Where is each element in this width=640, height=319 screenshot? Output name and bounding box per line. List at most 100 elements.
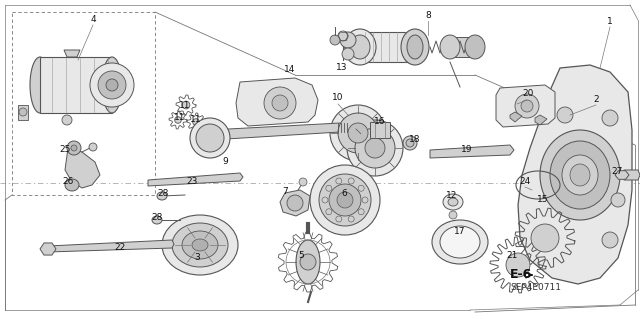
Text: 19: 19 [461, 145, 473, 154]
Ellipse shape [162, 215, 238, 275]
Ellipse shape [602, 232, 618, 248]
Ellipse shape [71, 145, 77, 151]
Ellipse shape [521, 100, 533, 112]
Ellipse shape [348, 123, 368, 143]
Ellipse shape [449, 211, 457, 219]
Polygon shape [40, 243, 56, 255]
Ellipse shape [67, 141, 81, 155]
Text: 6: 6 [341, 189, 347, 197]
Ellipse shape [264, 87, 296, 119]
Ellipse shape [90, 63, 134, 107]
Polygon shape [40, 57, 112, 113]
Polygon shape [624, 170, 640, 180]
Ellipse shape [611, 193, 625, 207]
Text: 18: 18 [409, 136, 420, 145]
Text: 20: 20 [522, 90, 534, 99]
Text: 2: 2 [593, 95, 599, 105]
Polygon shape [280, 190, 310, 216]
Ellipse shape [106, 79, 118, 91]
Ellipse shape [570, 164, 590, 186]
Ellipse shape [348, 178, 354, 184]
Ellipse shape [506, 253, 530, 277]
Polygon shape [64, 50, 80, 57]
Ellipse shape [272, 95, 288, 111]
Ellipse shape [19, 108, 27, 116]
Ellipse shape [465, 35, 485, 59]
Ellipse shape [540, 130, 620, 220]
Ellipse shape [365, 138, 385, 158]
Ellipse shape [342, 48, 354, 60]
Text: 21: 21 [506, 251, 518, 261]
Text: 25: 25 [60, 145, 70, 154]
Ellipse shape [336, 216, 342, 222]
Ellipse shape [515, 94, 539, 118]
Ellipse shape [350, 35, 370, 59]
Ellipse shape [533, 226, 557, 250]
Polygon shape [148, 173, 243, 186]
Ellipse shape [196, 124, 224, 152]
Ellipse shape [172, 223, 228, 267]
Polygon shape [615, 171, 629, 179]
Text: SEP4E0711: SEP4E0711 [510, 284, 561, 293]
Text: 1: 1 [607, 18, 613, 26]
Text: 12: 12 [446, 191, 458, 201]
Polygon shape [510, 112, 522, 122]
Ellipse shape [330, 35, 340, 45]
Ellipse shape [602, 110, 618, 126]
Ellipse shape [98, 71, 126, 99]
Ellipse shape [550, 141, 610, 209]
Ellipse shape [348, 216, 354, 222]
Ellipse shape [300, 254, 316, 270]
Polygon shape [518, 65, 632, 284]
Ellipse shape [330, 105, 386, 161]
Ellipse shape [358, 185, 364, 191]
Polygon shape [496, 85, 555, 127]
Polygon shape [48, 240, 174, 252]
Ellipse shape [401, 29, 429, 65]
Ellipse shape [157, 192, 167, 200]
Ellipse shape [182, 231, 218, 259]
Ellipse shape [407, 35, 423, 59]
Polygon shape [236, 78, 318, 126]
Polygon shape [210, 123, 348, 140]
Text: 9: 9 [222, 158, 228, 167]
Text: 13: 13 [336, 63, 348, 71]
Text: 27: 27 [611, 167, 623, 176]
Ellipse shape [507, 254, 529, 276]
Text: 17: 17 [454, 227, 466, 236]
Ellipse shape [432, 220, 488, 264]
Text: 15: 15 [537, 196, 548, 204]
Ellipse shape [362, 197, 368, 203]
Ellipse shape [193, 119, 199, 125]
Ellipse shape [557, 107, 573, 123]
Ellipse shape [299, 178, 307, 186]
Ellipse shape [440, 226, 480, 258]
Polygon shape [360, 32, 415, 62]
Ellipse shape [65, 179, 79, 191]
Ellipse shape [296, 240, 320, 284]
Ellipse shape [322, 197, 328, 203]
Ellipse shape [329, 184, 361, 216]
Ellipse shape [403, 136, 417, 150]
Text: 5: 5 [298, 250, 304, 259]
Ellipse shape [347, 120, 403, 176]
Polygon shape [18, 105, 28, 120]
Text: 3: 3 [194, 254, 200, 263]
Ellipse shape [337, 192, 353, 208]
Ellipse shape [336, 178, 342, 184]
Ellipse shape [319, 174, 371, 226]
Ellipse shape [338, 113, 378, 153]
Bar [450, 37, 475, 57]
Ellipse shape [326, 185, 332, 191]
Polygon shape [535, 115, 547, 125]
Ellipse shape [531, 224, 559, 252]
Text: 28: 28 [151, 213, 163, 222]
Text: 11: 11 [190, 115, 202, 123]
Ellipse shape [102, 57, 122, 113]
Text: 7: 7 [282, 188, 288, 197]
Text: 4: 4 [90, 16, 96, 25]
Ellipse shape [448, 198, 458, 206]
Ellipse shape [562, 155, 598, 195]
Text: 10: 10 [332, 93, 344, 102]
Text: 24: 24 [520, 177, 531, 187]
